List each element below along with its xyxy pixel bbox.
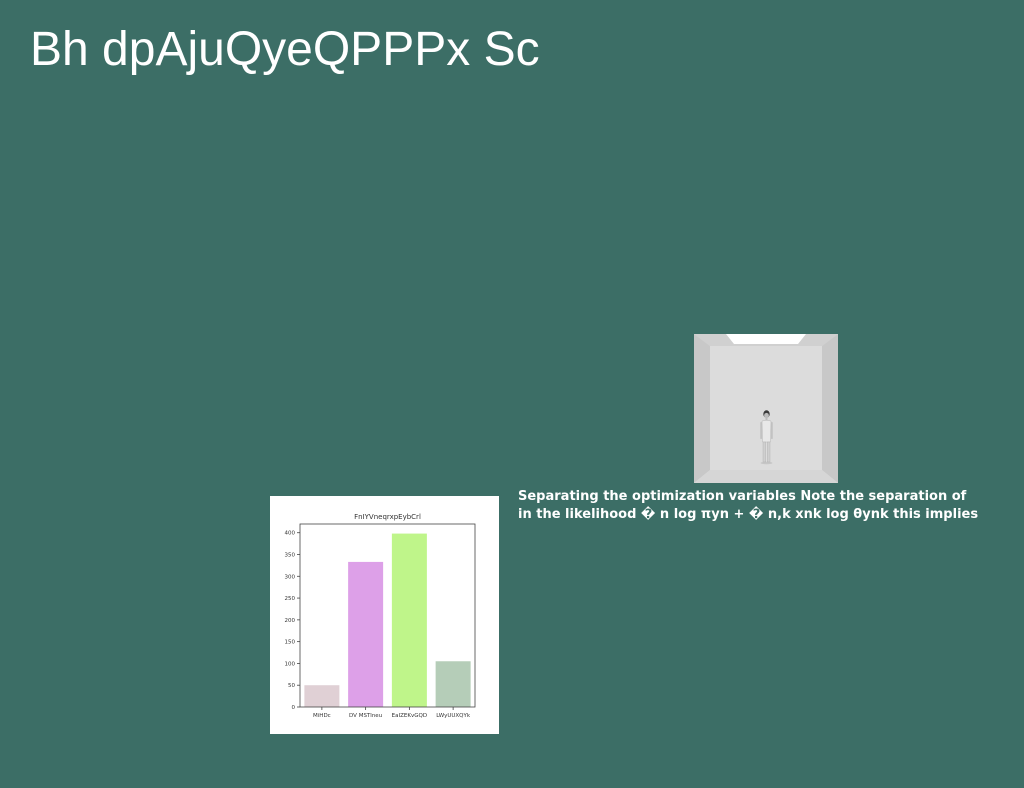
y-tick-label-0: 0 [292,705,296,711]
caption-line-1: Separating the optimization variables No… [518,489,967,504]
caption-line-2: in the likelihood � n log πyn + � n,k xn… [518,507,979,522]
x-tick-label-2: EaIZEKvGQD [392,713,427,719]
chart-title: FnIYVneqrxpEybCrl [354,513,421,521]
plot-frame [299,523,476,708]
bar-4 [435,661,471,707]
room-right-wall [822,334,838,483]
y-tick-label-3: 150 [285,640,296,646]
bar-3 [391,533,427,707]
bar-chart: FnIYVneqrxpEybCrl 0 50 100 150 200 250 300 350 40… [285,513,476,719]
room-photo-drawing [694,334,838,483]
ceiling-light [726,334,806,344]
x-tick-label-3: LWyUUXQYk [436,713,471,719]
bar-2 [348,561,384,707]
y-tick-label-7: 350 [285,553,296,559]
y-tick-label-6: 300 [285,574,296,580]
x-tick-label-1: DV MSTlneu [349,713,382,719]
y-tick-label-2: 100 [285,661,296,667]
x-tick-label-0: MiHDc [313,713,331,719]
y-tick-label-5: 250 [285,596,296,602]
room-photo [694,334,838,483]
slide-title: Bh dpAjuQyeQPPPx Sc [30,23,540,76]
y-tick-label-1: 50 [288,683,295,689]
room-floor [694,470,838,483]
person-figure [760,410,773,465]
room-left-wall [694,334,710,483]
y-tick-label-4: 200 [285,618,296,624]
y-tick-label-8: 400 [285,531,296,537]
caption-text: Separating the optimization variables No… [518,488,1024,524]
bar-1 [304,685,340,707]
bar-chart-card: FnIYVneqrxpEybCrl 0 50 100 150 200 250 300 350 40… [270,496,499,734]
